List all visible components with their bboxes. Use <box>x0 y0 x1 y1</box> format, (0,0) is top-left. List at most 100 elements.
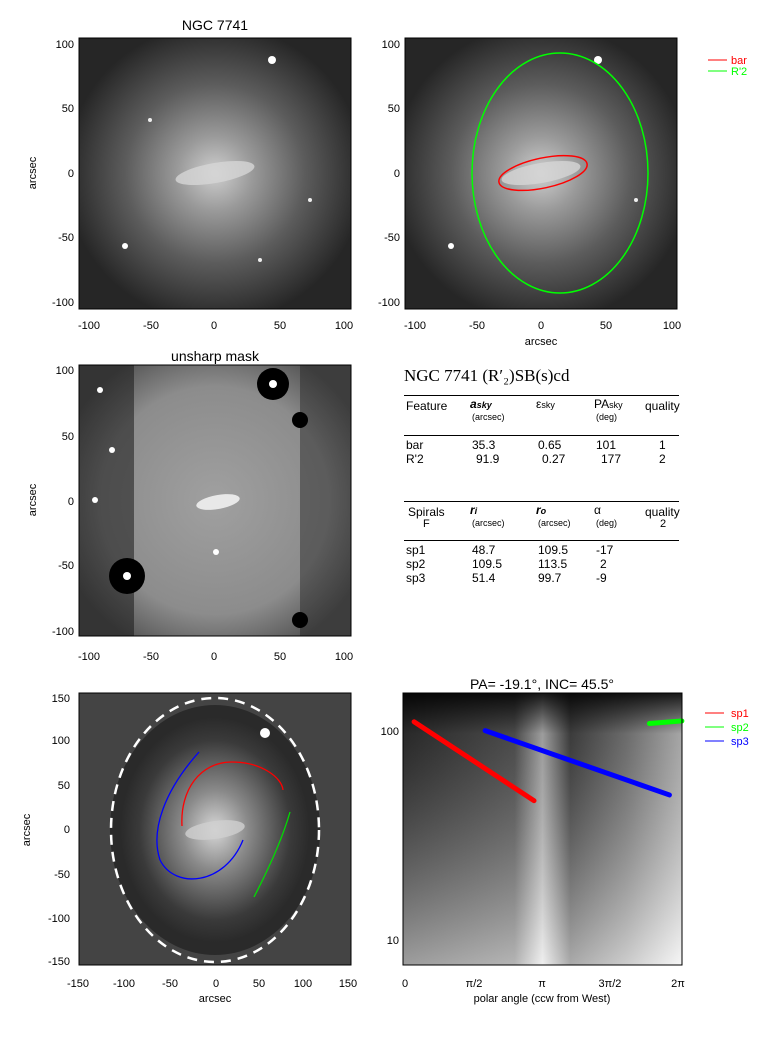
xaxis-6: 0 π/2 π 3π/2 2π <box>402 978 685 990</box>
ytick-3-0: 100 <box>56 365 74 377</box>
row-sp2-ri: 109.5 <box>472 557 503 571</box>
table-rule-top-1 <box>404 395 679 396</box>
xtick-2-4: 100 <box>663 320 681 332</box>
star-1 <box>268 56 276 64</box>
xtick-3-1: -50 <box>143 651 159 663</box>
yaxis-2: 100 50 0 -50 -100 <box>378 39 400 309</box>
table-rule-top-2 <box>404 501 679 502</box>
galaxy-bar-2 <box>501 160 581 186</box>
star-4 <box>148 118 152 122</box>
panel-title-6: PA= -19.1°, INC= 45.5° <box>470 676 614 692</box>
galaxy-bar-1 <box>175 160 255 186</box>
xtick-1-4: 100 <box>335 320 353 332</box>
hdr-ri-symbol: r <box>470 503 475 517</box>
xtick-5-5: 100 <box>294 978 312 990</box>
xaxis-1: -100 -50 0 50 100 <box>78 320 353 332</box>
unsharp-bar <box>196 494 240 510</box>
hdr-quality-2: quality <box>645 505 680 519</box>
legend-label-sp1: sp1 <box>731 708 749 720</box>
hdr-ro: ro <box>536 503 546 517</box>
ytick-1-0: 100 <box>56 39 74 51</box>
hdr-pa: PAsky <box>594 397 623 411</box>
legend-6: sp1 sp2 sp3 <box>705 708 749 748</box>
yaxis-5: 150 100 50 0 -50 -100 -150 <box>48 693 70 968</box>
xtick-5-3: 0 <box>213 978 219 990</box>
hdr-quality-2-val: 2 <box>660 518 667 530</box>
hdr-feature: Feature <box>406 399 448 413</box>
yaxis-6: 100 10 <box>381 726 399 947</box>
row-sp1-name: sp1 <box>406 543 426 557</box>
ylabel-5: arcsec <box>21 813 33 846</box>
star-2 <box>122 243 128 249</box>
xtick-3-3: 50 <box>274 651 286 663</box>
panel-frame-1 <box>78 37 352 310</box>
hdr-spirals: Spirals <box>408 505 445 519</box>
star-mask-1-core <box>123 572 131 580</box>
hdr-ro-sub: o <box>540 506 547 516</box>
hdr-pa-symbol: PA <box>594 397 610 411</box>
polar-line-sp2 <box>646 718 685 726</box>
hdr-a-symbol: a <box>470 397 477 411</box>
hdr-pa-unit: (deg) <box>596 412 618 422</box>
xtick-6-1: π/2 <box>466 978 483 990</box>
panel-image-1: -100 -50 0 50 100 100 50 0 -50 -100 NGC … <box>27 17 353 332</box>
row-r2-quality: 2 <box>659 452 666 466</box>
row-bar-pa: 101 <box>596 438 617 452</box>
ytick-2-2: 0 <box>394 168 400 180</box>
ytick-5-0: 150 <box>52 693 70 705</box>
row-sp1-ri: 48.7 <box>472 543 496 557</box>
xtick-1-2: 0 <box>211 320 217 332</box>
ellipse-r2 <box>471 52 649 294</box>
legend-label-sp2: sp2 <box>731 722 749 734</box>
row-sp2-name: sp2 <box>406 557 426 571</box>
xtick-5-1: -100 <box>113 978 135 990</box>
hdr-a-unit: (arcsec) <box>472 412 505 422</box>
hdr-eps: εsky <box>536 397 555 411</box>
hdr-a-sub: sky <box>476 400 492 410</box>
star-7 <box>448 243 454 249</box>
unsharp-dot-1 <box>97 387 103 393</box>
row-sp2-alpha: 2 <box>600 557 607 571</box>
row-bar-quality: 1 <box>659 438 666 452</box>
row-sp3-name: sp3 <box>406 571 426 585</box>
ytick-5-5: -100 <box>48 913 70 925</box>
ytick-5-2: 50 <box>58 780 70 792</box>
xaxis-2: -100 -50 0 50 100 <box>404 320 681 332</box>
spiral-star-1 <box>260 728 270 738</box>
star-6 <box>594 56 602 64</box>
table-rule-mid-1 <box>404 435 679 436</box>
unsharp-right-noise <box>300 365 351 636</box>
ytick-6-0: 100 <box>381 726 399 738</box>
ytick-2-1: 50 <box>388 103 400 115</box>
row-r2-a: 91.9 <box>476 452 500 466</box>
row-r2-feature: R'2 <box>406 452 424 466</box>
xtick-6-2: π <box>538 978 546 990</box>
spiral-arm-sp1 <box>181 761 284 827</box>
hdr-a: asky <box>470 397 492 411</box>
hdr-ro-symbol: r <box>536 503 541 517</box>
legend-2: bar R'2 <box>708 55 747 78</box>
table-rule-mid-2 <box>404 540 679 541</box>
row-sp3-alpha: -9 <box>596 571 607 585</box>
xtick-1-1: -50 <box>143 320 159 332</box>
row-sp3-ro: 99.7 <box>538 571 562 585</box>
ytick-1-2: 0 <box>68 168 74 180</box>
panel-frame-5 <box>78 692 352 966</box>
xtick-5-0: -150 <box>67 978 89 990</box>
hdr-ri: ri <box>470 503 477 517</box>
legend-label-bar: bar <box>731 55 747 67</box>
row-bar-eps: 0.65 <box>538 438 562 452</box>
star-mask-2-core <box>269 380 277 388</box>
polar-lines <box>411 718 685 804</box>
xlabel-5: arcsec <box>199 993 232 1005</box>
row-bar-feature: bar <box>406 438 424 452</box>
star-mask-3 <box>292 412 308 428</box>
hdr-alpha: α <box>594 503 601 517</box>
polar-line-sp3 <box>482 728 672 798</box>
ytick-5-3: 0 <box>64 824 70 836</box>
panel-frame-6 <box>402 692 683 966</box>
ytick-2-0: 100 <box>382 39 400 51</box>
row-r2-pa: 177 <box>601 452 622 466</box>
xtick-6-4: 2π <box>671 978 685 990</box>
xtick-6-3: 3π/2 <box>599 978 622 990</box>
